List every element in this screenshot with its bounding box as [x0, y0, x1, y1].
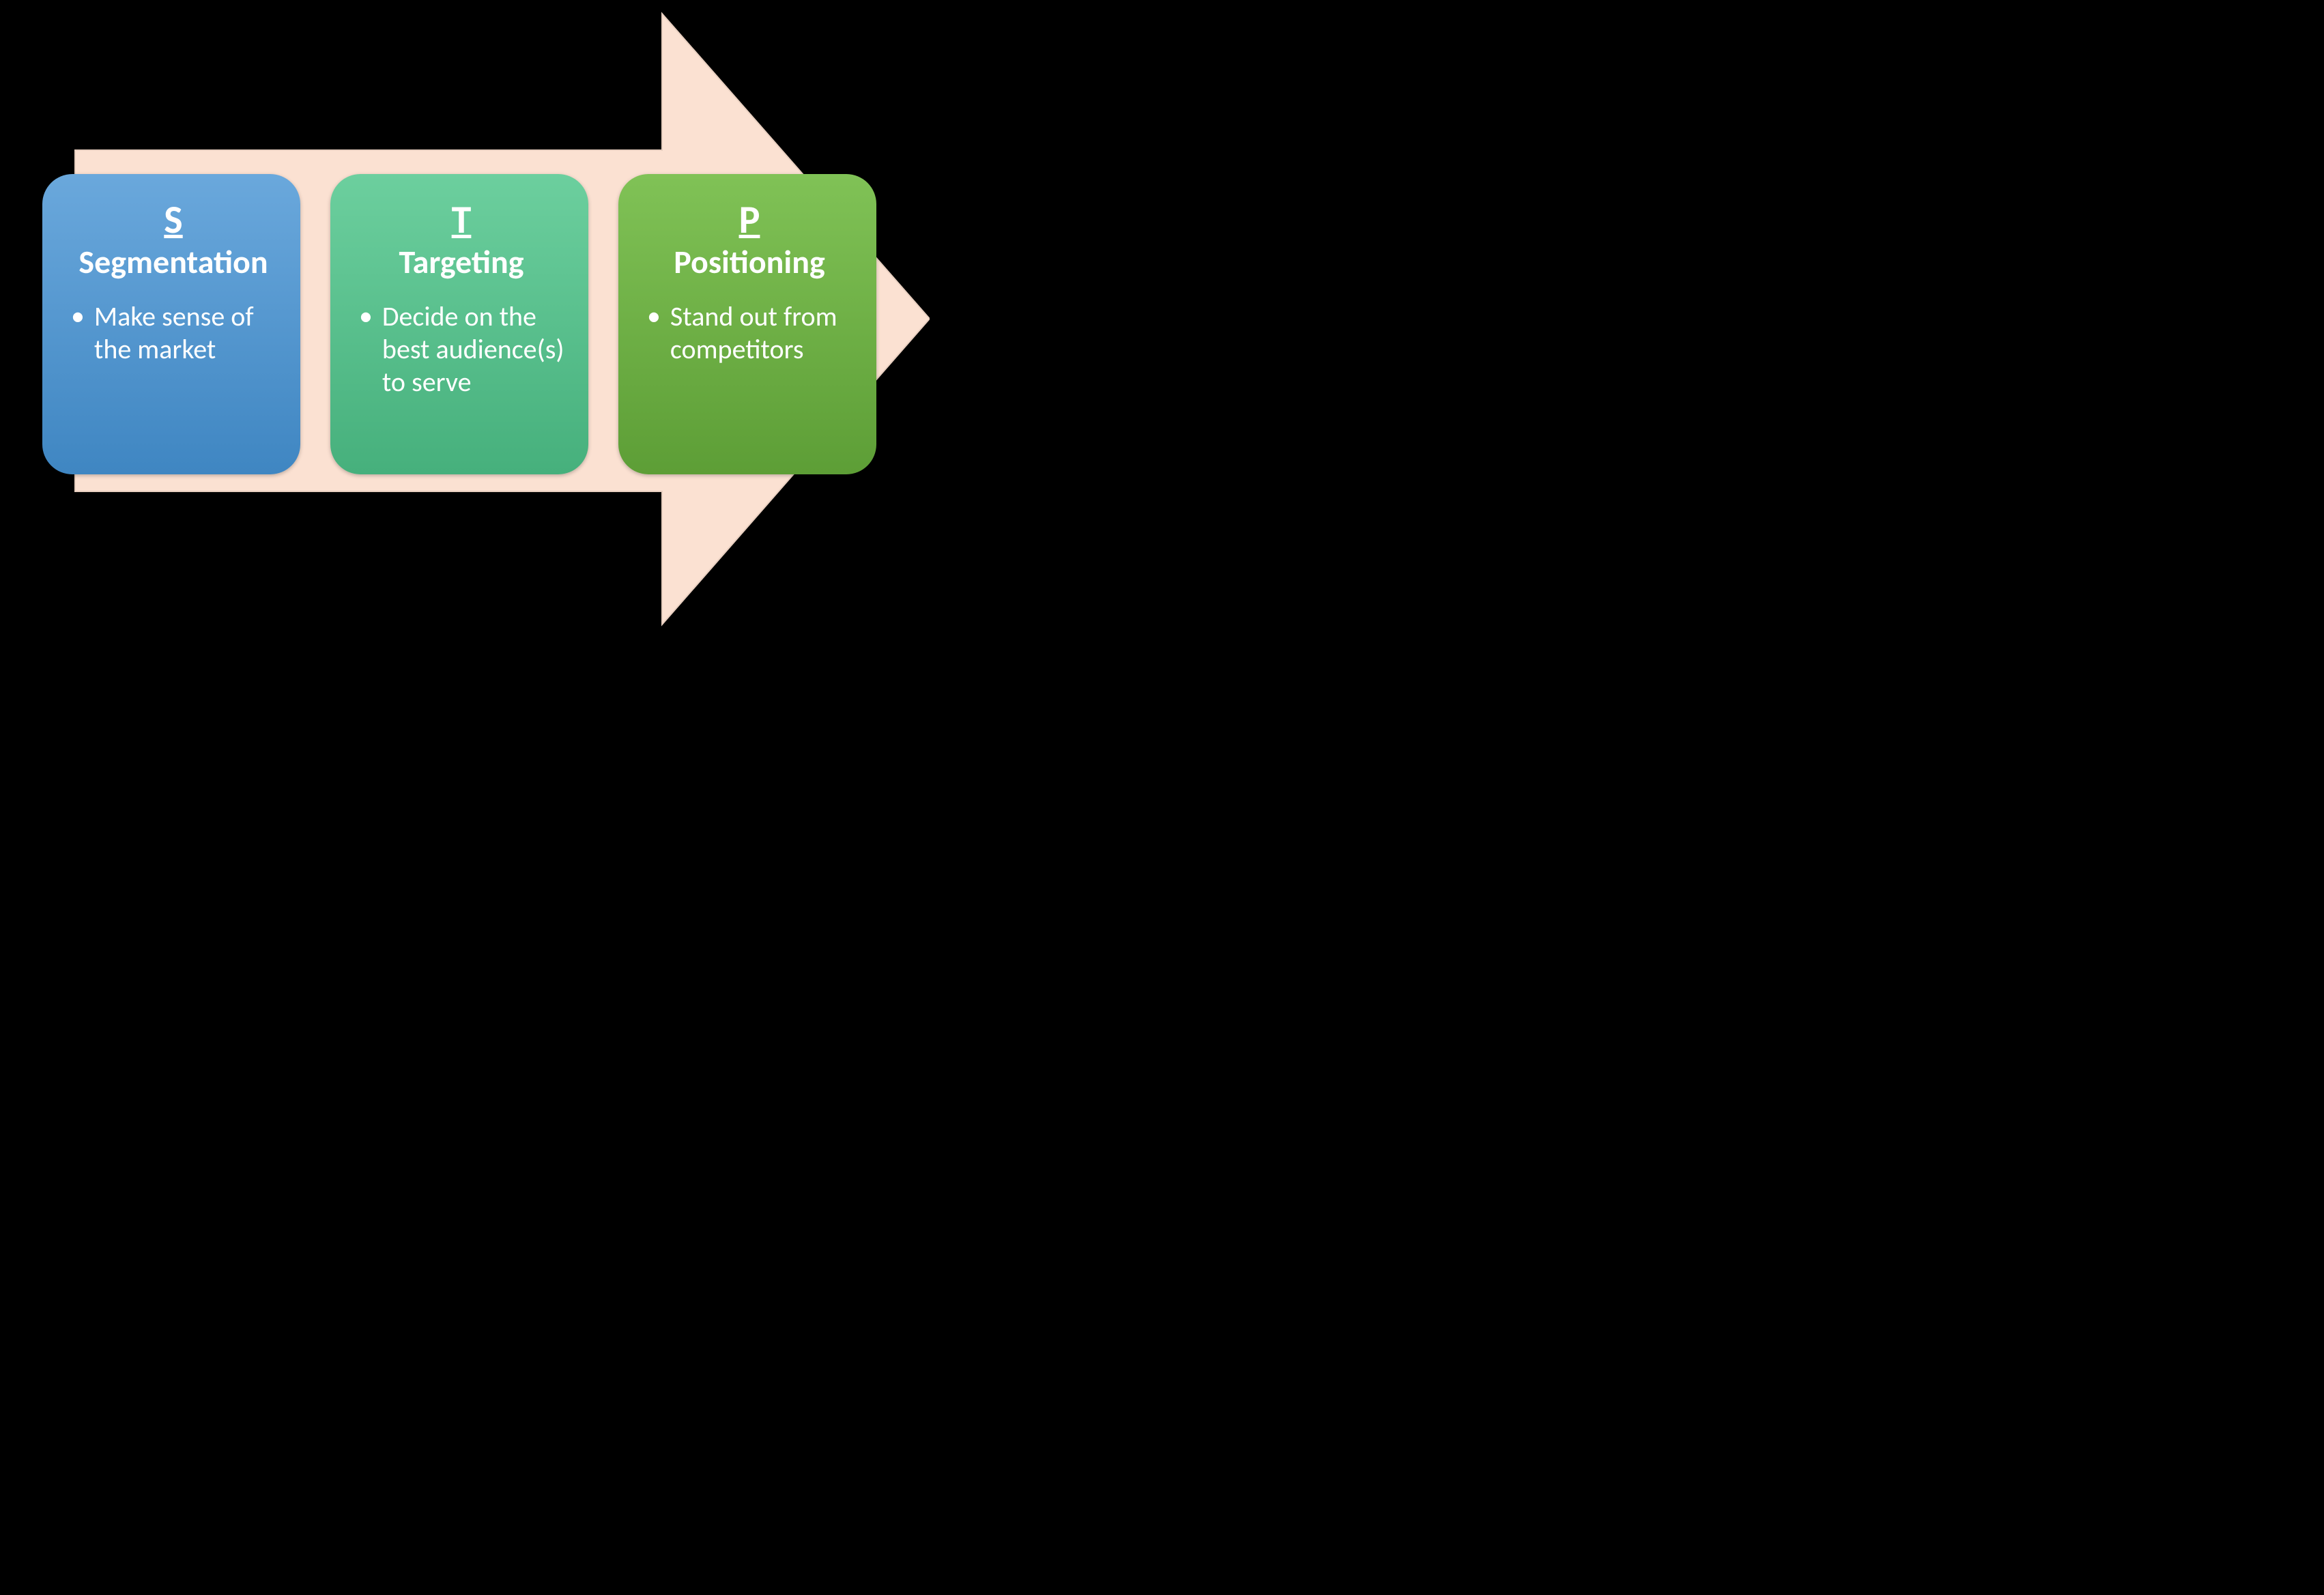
card-bullet-text: Decide on the best audience(s) to serve — [382, 300, 565, 399]
bullet-dot-icon: • — [359, 300, 373, 332]
card-bullet-text: Stand out from competitors — [670, 300, 853, 366]
card-title: Segmentation — [70, 244, 277, 281]
card-bullet-text: Make sense of the market — [94, 300, 277, 366]
card-positioning: P Positioning • Stand out from competito… — [618, 174, 876, 474]
card-letter: S — [70, 197, 277, 243]
bullet-dot-icon: • — [71, 300, 85, 332]
card-title: Targeting — [358, 244, 565, 281]
card-row: S Segmentation • Make sense of the marke… — [42, 174, 876, 474]
card-letter: P — [646, 197, 853, 243]
card-bullet: • Make sense of the market — [70, 300, 277, 366]
card-segmentation: S Segmentation • Make sense of the marke… — [42, 174, 300, 474]
card-bullet: • Stand out from competitors — [646, 300, 853, 366]
card-bullet: • Decide on the best audience(s) to serv… — [358, 300, 565, 399]
card-title: Positioning — [646, 244, 853, 281]
card-targeting: T Targeting • Decide on the best audienc… — [330, 174, 588, 474]
card-letter: T — [358, 197, 565, 243]
bullet-dot-icon: • — [647, 300, 661, 332]
